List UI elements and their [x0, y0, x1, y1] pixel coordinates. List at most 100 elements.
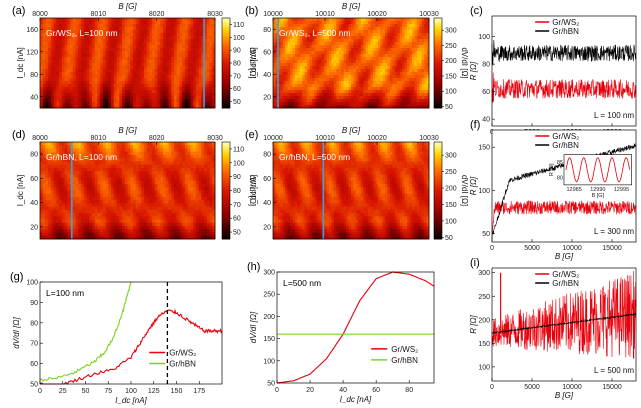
- panel-d-cell: [201, 171, 205, 175]
- panel-a-cell: [72, 24, 76, 28]
- panel-a-cell: [163, 81, 167, 85]
- panel-b-cell: [368, 87, 371, 91]
- panel-a-cell: [179, 66, 183, 70]
- panel-a-cell: [127, 21, 131, 25]
- panel-a-cell: [212, 93, 216, 97]
- panel-d-cell: [91, 180, 96, 185]
- panel-b-cell: [382, 72, 386, 76]
- panel-a-cell: [141, 78, 145, 82]
- panel-b-cell: [385, 78, 388, 82]
- panel-b-cell: [409, 63, 413, 67]
- panel-a-cell: [59, 84, 63, 88]
- panel-b-cell: [302, 30, 306, 34]
- panel-b-cell: [341, 105, 345, 109]
- panel-b-cbar-step: [434, 63, 442, 66]
- panel-a-cell: [184, 93, 189, 97]
- panel-a-cell: [187, 93, 191, 97]
- panel-a-cell: [179, 33, 183, 37]
- panel-b-cell: [292, 84, 296, 88]
- panel-d-cell: [61, 171, 66, 175]
- panel-b-cell: [287, 33, 291, 37]
- panel-d-cell: [102, 145, 107, 149]
- panel-a-cell: [70, 39, 74, 43]
- panel-b-cell: [363, 51, 367, 55]
- panel-d-cell: [152, 184, 156, 188]
- panel-d-cell: [86, 151, 90, 156]
- panel-a-cell: [78, 63, 82, 67]
- panel-a-cell: [56, 69, 60, 73]
- panel-b-cell: [351, 78, 354, 82]
- panel-d-cell: [53, 190, 57, 195]
- panel-b-cell: [385, 21, 388, 25]
- panel-a-cell: [173, 66, 178, 70]
- panel-b-cell: [343, 63, 347, 67]
- panel-d-cell: [72, 171, 76, 175]
- panel-d-cell: [67, 145, 71, 149]
- panel-b-cell: [404, 102, 408, 106]
- panel-b-cbar-step: [434, 36, 442, 39]
- panel-b-cell: [314, 87, 318, 91]
- panel-d-cell: [143, 161, 148, 166]
- panel-b-cell: [290, 78, 293, 82]
- panel-d-cell: [132, 187, 137, 191]
- panel-b-cell: [282, 99, 286, 103]
- panel-b-cell: [338, 39, 342, 43]
- panel-d-cell: [108, 148, 112, 153]
- panel-b-cell: [312, 90, 315, 94]
- panel-d-cell: [165, 142, 169, 146]
- panel-b-cell: [407, 24, 410, 28]
- panel-b-cell: [351, 18, 354, 22]
- panel-b-cell: [282, 18, 286, 22]
- panel-d-cell: [195, 161, 199, 166]
- panel-d-cell: [59, 158, 63, 162]
- panel-a-cell: [201, 66, 205, 70]
- panel-d-cell: [64, 180, 68, 185]
- panel-a-cell: [201, 105, 205, 109]
- panel-a-cell: [152, 90, 156, 94]
- panel-a-cell: [165, 21, 169, 25]
- panel-a-cell: [83, 39, 87, 43]
- panel-d-cell: [97, 184, 101, 188]
- panel-b-cell: [285, 27, 289, 31]
- panel-a-cell: [187, 63, 191, 67]
- panel-b-cell: [275, 102, 279, 106]
- panel-b-cell: [287, 84, 291, 88]
- panel-d-cell: [138, 161, 142, 166]
- panel-a-cell: [67, 36, 71, 40]
- panel-b-cell: [341, 99, 345, 103]
- panel-d-cell: [122, 145, 126, 149]
- panel-a-cell: [193, 24, 197, 28]
- panel-b-cell: [290, 30, 293, 34]
- panel-a-cell: [173, 81, 178, 85]
- panel-a-cell: [173, 45, 178, 49]
- panel-d-cell: [61, 180, 66, 185]
- panel-b-cell: [319, 54, 323, 58]
- panel-d-cell: [94, 180, 98, 185]
- panel-b-cbar-step: [434, 51, 442, 55]
- panel-a-cell: [83, 69, 87, 73]
- panel-b-cell: [392, 57, 396, 61]
- panel-b-cell: [353, 72, 357, 76]
- panel-a-cell: [72, 72, 76, 76]
- panel-b-cell: [287, 24, 291, 28]
- panel-a-cell: [187, 102, 191, 106]
- panel-a-cell: [42, 36, 46, 40]
- panel-a-cell: [206, 51, 210, 55]
- panel-a-cell: [78, 78, 82, 82]
- panel-b-cell: [336, 63, 340, 67]
- panel-a-cell: [173, 24, 178, 28]
- panel-a-cell: [61, 96, 66, 100]
- panel-b-cell: [363, 96, 367, 100]
- panel-a-cell: [86, 96, 90, 100]
- panel-a-cell: [64, 99, 68, 103]
- panel-b-cell: [312, 18, 315, 22]
- panel-a-cell: [67, 93, 71, 97]
- panel-b-cell: [275, 90, 279, 94]
- panel-a-cell: [105, 75, 109, 79]
- panel-a-cell: [116, 48, 120, 52]
- panel-a-cell: [105, 18, 109, 22]
- panel-b-cell: [307, 51, 310, 55]
- panel-a-cell: [45, 60, 49, 64]
- panel-b-cell: [321, 36, 325, 40]
- panel-a-cell: [130, 24, 134, 28]
